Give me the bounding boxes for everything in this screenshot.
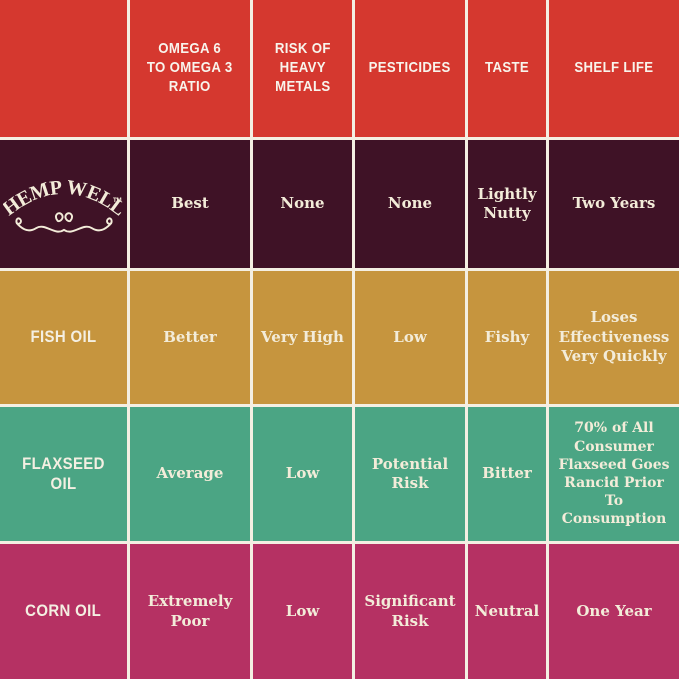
column-header-omega-ratio-label: OMEGA 6 TO OMEGA 3 RATIO (147, 40, 233, 95)
fish-oil-label: FISH OIL (30, 327, 97, 347)
cell-fish-taste: Fishy (468, 271, 546, 404)
row-label-corn-oil: CORN OIL (0, 544, 127, 679)
cell-corn-heavy-metals: Low (253, 544, 352, 679)
hemp-well-logo-tm: TM (112, 198, 121, 204)
cell-flax-heavy-metals: Low (253, 407, 352, 541)
column-header-pesticides: PESTICIDES (355, 0, 465, 137)
column-header-pesticides-label: PESTICIDES (368, 59, 452, 77)
cell-fish-heavy-metals: Very High (253, 271, 352, 404)
column-header-shelf-life: SHELF LIFE (549, 0, 679, 137)
cell-corn-pesticides: Significant Risk (355, 544, 465, 679)
svg-text:HEMP WELL: HEMP WELL (3, 176, 125, 220)
cell-hemp-heavy-metals: None (253, 140, 352, 268)
cell-hemp-pesticides: None (355, 140, 465, 268)
cell-hemp-taste: Lightly Nutty (468, 140, 546, 268)
cell-flax-taste: Bitter (468, 407, 546, 541)
row-label-hemp-well: HEMP WELL TM (0, 140, 127, 268)
cell-hemp-omega-ratio: Best (130, 140, 250, 268)
cell-hemp-shelf-life: Two Years (549, 140, 679, 268)
cell-flax-omega-ratio: Average (130, 407, 250, 541)
cell-corn-taste: Neutral (468, 544, 546, 679)
cell-corn-omega-ratio: Extremely Poor (130, 544, 250, 679)
column-header-taste-label: TASTE (484, 59, 530, 77)
hemp-well-logo-text: HEMP WELL (3, 176, 125, 220)
row-label-flaxseed-oil: FLAXSEED OIL (0, 407, 127, 541)
corn-oil-label: CORN OIL (25, 601, 102, 621)
column-header-taste: TASTE (468, 0, 546, 137)
cell-fish-pesticides: Low (355, 271, 465, 404)
column-header-shelf-life-label: SHELF LIFE (574, 59, 654, 77)
cell-fish-omega-ratio: Better (130, 271, 250, 404)
header-spacer (0, 0, 127, 137)
column-header-omega-ratio: OMEGA 6 TO OMEGA 3 RATIO (130, 0, 250, 137)
column-header-heavy-metals: RISK OF HEAVY METALS (253, 0, 352, 137)
column-header-heavy-metals-label: RISK OF HEAVY METALS (274, 40, 331, 95)
logo-flourish-icon (14, 212, 113, 233)
flaxseed-oil-label: FLAXSEED OIL (22, 453, 105, 493)
cell-corn-shelf-life: One Year (549, 544, 679, 679)
cell-flax-pesticides: Potential Risk (355, 407, 465, 541)
hemp-well-logo: HEMP WELL TM (3, 176, 125, 233)
cell-fish-shelf-life: Loses Effectiveness Very Quickly (549, 271, 679, 404)
cell-flax-shelf-life: 70% of All Consumer Flaxseed Goes Rancid… (549, 407, 679, 541)
row-label-fish-oil: FISH OIL (0, 271, 127, 404)
